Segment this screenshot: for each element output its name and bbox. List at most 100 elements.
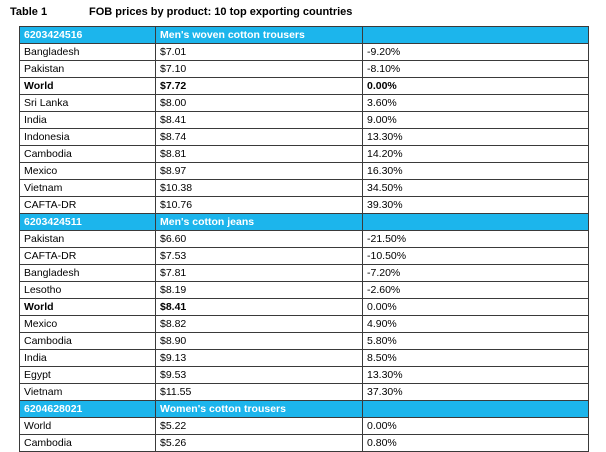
price-cell: $8.41 xyxy=(155,298,363,316)
table-row: Vietnam $11.55 37.30% xyxy=(19,383,589,401)
country-cell: World xyxy=(19,77,156,95)
product-name: Men's woven cotton trousers xyxy=(155,26,363,44)
fob-prices-table: 6203424516 Men's woven cotton trousers Ban… xyxy=(19,26,589,452)
table-row: Sri Lanka $8.00 3.60% xyxy=(19,94,589,112)
price-cell: $8.90 xyxy=(155,332,363,350)
price-cell: $8.81 xyxy=(155,145,363,163)
table-row: Bangladesh $7.81 -7.20% xyxy=(19,264,589,282)
country-cell: Lesotho xyxy=(19,281,156,299)
table-row: Pakistan $6.60 -21.50% xyxy=(19,230,589,248)
country-cell: Sri Lanka xyxy=(19,94,156,112)
difference-cell: 4.90% xyxy=(362,315,589,333)
table-row: World $7.72 0.00% xyxy=(19,77,589,95)
price-cell: $7.01 xyxy=(155,43,363,61)
difference-cell: 13.30% xyxy=(362,128,589,146)
country-cell: Mexico xyxy=(19,162,156,180)
table-row: World $5.22 0.00% xyxy=(19,417,589,435)
country-cell: Vietnam xyxy=(19,179,156,197)
country-cell: Pakistan xyxy=(19,60,156,78)
price-cell: $10.38 xyxy=(155,179,363,197)
country-cell: World xyxy=(19,298,156,316)
country-cell: Bangladesh xyxy=(19,43,156,61)
difference-cell: 3.60% xyxy=(362,94,589,112)
country-cell: Vietnam xyxy=(19,383,156,401)
table-row: India $9.13 8.50% xyxy=(19,349,589,367)
table-row: Lesotho $8.19 -2.60% xyxy=(19,281,589,299)
section-header-row: 6204628021 Women's cotton trousers xyxy=(19,400,589,418)
table-row: Cambodia $8.81 14.20% xyxy=(19,145,589,163)
difference-cell: -21.50% xyxy=(362,230,589,248)
country-cell: CAFTA-DR xyxy=(19,196,156,214)
table-body: 6203424516 Men's woven cotton trousers Ban… xyxy=(19,26,589,452)
table-row: Bangladesh $7.01 -9.20% xyxy=(19,43,589,61)
table-row: World $8.41 0.00% xyxy=(19,298,589,316)
difference-cell: -9.20% xyxy=(362,43,589,61)
difference-cell: 9.00% xyxy=(362,111,589,129)
country-cell: Cambodia xyxy=(19,145,156,163)
price-cell: $8.74 xyxy=(155,128,363,146)
table-row: Mexico $8.82 4.90% xyxy=(19,315,589,333)
product-code: 6204628021 xyxy=(19,400,156,418)
country-cell: Cambodia xyxy=(19,332,156,350)
section-header-empty-cell xyxy=(362,26,589,44)
country-cell: Bangladesh xyxy=(19,264,156,282)
product-name: Men's cotton jeans xyxy=(155,213,363,231)
table-row: Pakistan $7.10 -8.10% xyxy=(19,60,589,78)
price-cell: $7.53 xyxy=(155,247,363,265)
table-row: CAFTA-DR $10.76 39.30% xyxy=(19,196,589,214)
product-code: 6203424516 xyxy=(19,26,156,44)
difference-cell: 0.00% xyxy=(362,417,589,435)
country-cell: India xyxy=(19,111,156,129)
country-cell: Indonesia xyxy=(19,128,156,146)
difference-cell: 5.80% xyxy=(362,332,589,350)
table-row: Vietnam $10.38 34.50% xyxy=(19,179,589,197)
country-cell: CAFTA-DR xyxy=(19,247,156,265)
country-cell: Pakistan xyxy=(19,230,156,248)
price-cell: $8.00 xyxy=(155,94,363,112)
table-row: Cambodia $8.90 5.80% xyxy=(19,332,589,350)
difference-cell: 13.30% xyxy=(362,366,589,384)
difference-cell: 16.30% xyxy=(362,162,589,180)
difference-cell: -7.20% xyxy=(362,264,589,282)
country-cell: India xyxy=(19,349,156,367)
difference-cell: 0.00% xyxy=(362,77,589,95)
difference-cell: -2.60% xyxy=(362,281,589,299)
price-cell: $8.41 xyxy=(155,111,363,129)
section-header-empty-cell xyxy=(362,213,589,231)
price-cell: $11.55 xyxy=(155,383,363,401)
price-cell: $10.76 xyxy=(155,196,363,214)
section-header-row: 6203424511 Men's cotton jeans xyxy=(19,213,589,231)
difference-cell: 8.50% xyxy=(362,349,589,367)
price-cell: $6.60 xyxy=(155,230,363,248)
section-header-empty-cell xyxy=(362,400,589,418)
country-cell: World xyxy=(19,417,156,435)
difference-cell: 39.30% xyxy=(362,196,589,214)
product-code: 6203424511 xyxy=(19,213,156,231)
difference-cell: 37.30% xyxy=(362,383,589,401)
price-cell: $9.13 xyxy=(155,349,363,367)
difference-cell: 14.20% xyxy=(362,145,589,163)
table-row: CAFTA-DR $7.53 -10.50% xyxy=(19,247,589,265)
price-cell: $5.22 xyxy=(155,417,363,435)
price-cell: $7.10 xyxy=(155,60,363,78)
difference-cell: -10.50% xyxy=(362,247,589,265)
difference-cell: 0.00% xyxy=(362,298,589,316)
table-row: Egypt $9.53 13.30% xyxy=(19,366,589,384)
price-cell: $7.72 xyxy=(155,77,363,95)
section-header-row: 6203424516 Men's woven cotton trousers xyxy=(19,26,589,44)
table-row: Indonesia $8.74 13.30% xyxy=(19,128,589,146)
price-cell: $8.19 xyxy=(155,281,363,299)
difference-cell: -8.10% xyxy=(362,60,589,78)
table-number: Table 1 xyxy=(10,6,48,18)
price-cell: $8.82 xyxy=(155,315,363,333)
price-cell: $7.81 xyxy=(155,264,363,282)
country-cell: Egypt xyxy=(19,366,156,384)
table-row: Mexico $8.97 16.30% xyxy=(19,162,589,180)
price-cell: $8.97 xyxy=(155,162,363,180)
product-name: Women's cotton trousers xyxy=(155,400,363,418)
table-title: FOB prices by product: 10 top exporting … xyxy=(89,6,353,18)
country-cell: Mexico xyxy=(19,315,156,333)
table-row: India $8.41 9.00% xyxy=(19,111,589,129)
price-cell: $9.53 xyxy=(155,366,363,384)
difference-cell: 34.50% xyxy=(362,179,589,197)
